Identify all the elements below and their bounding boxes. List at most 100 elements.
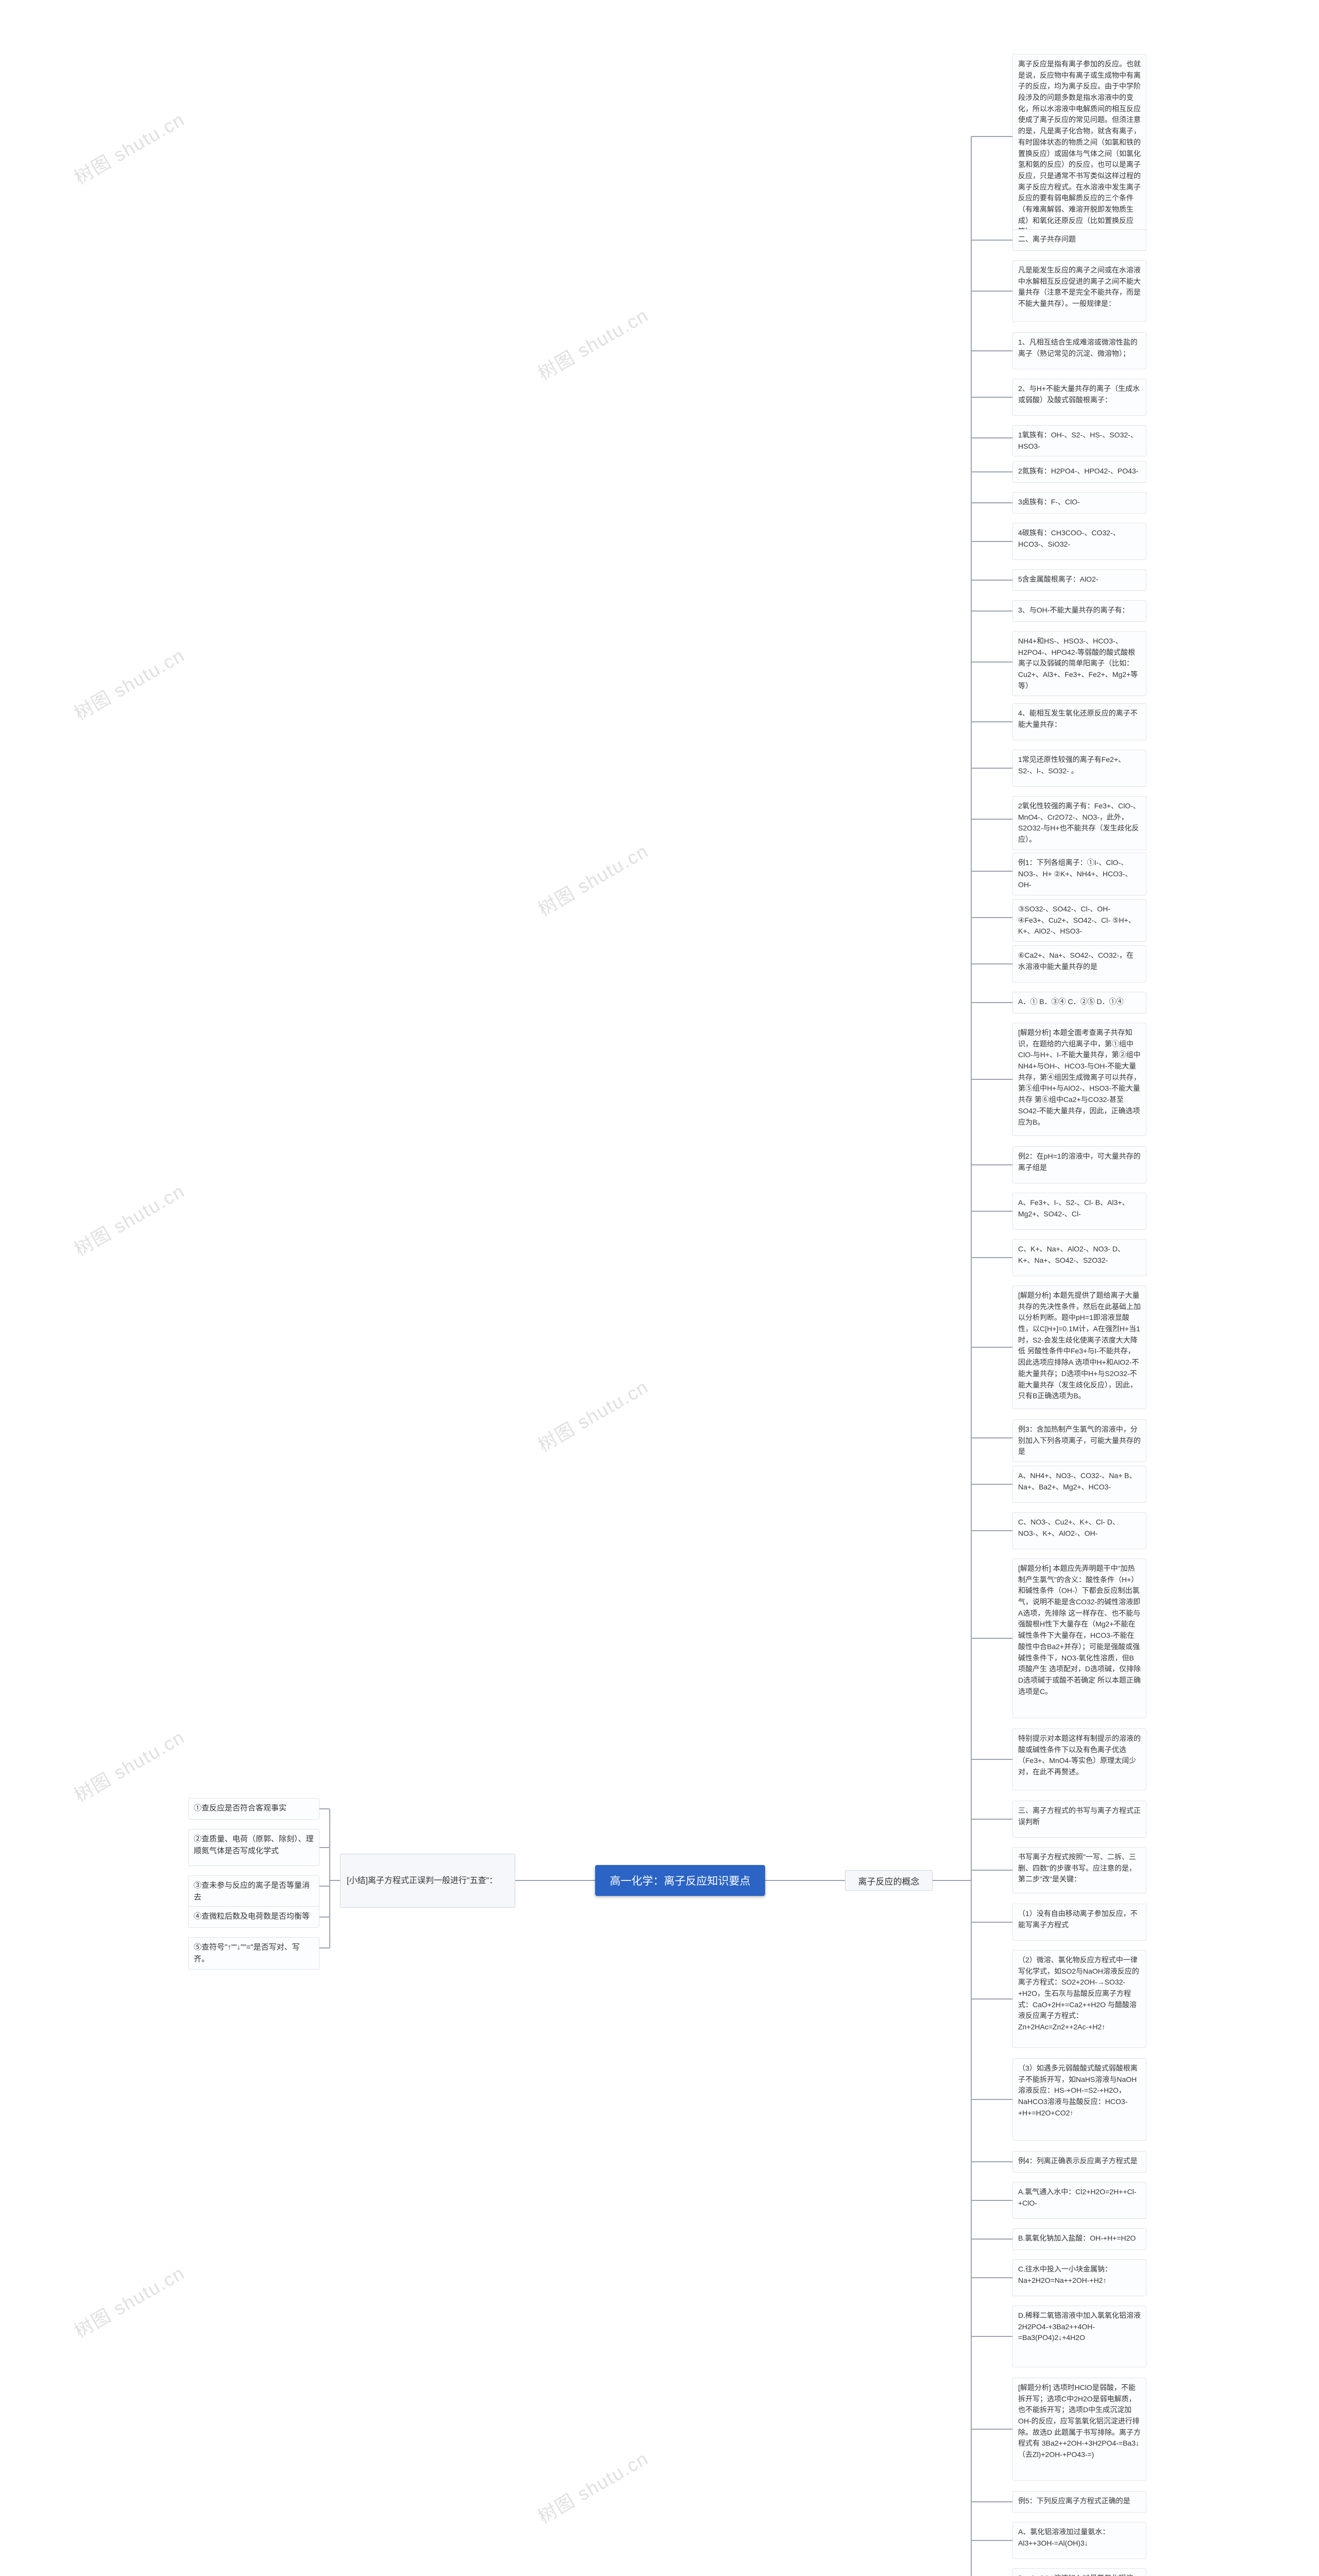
mindmap-stage: 树图 shutu.cn 树图 shutu.cn 树图 shutu.cn 树图 s… — [0, 0, 1319, 2576]
right-leaf-text: （3）如遇多元弱酸酸式酸式弱酸根离子不能拆开写，如NaHS溶液与NaOH溶液反应… — [1018, 2064, 1138, 2117]
right-leaf: 离子反应是指有离子参加的反应。也就是说，反应物中有离子或生成物中有离子的反应，均… — [1012, 54, 1146, 242]
left-leaf: ⑤查符号"↑""↓""="是否写对、写齐。 — [188, 1937, 319, 1970]
right-leaf: C、NO3-、Cu2+、K+、Cl- D、NO3-、K+、AlO2-、OH- — [1012, 1512, 1146, 1549]
right-leaf-text: A．① B．③④ C．②⑤ D．①④ — [1018, 997, 1124, 1006]
right-leaf-text: C、NO3-、Cu2+、K+、Cl- D、NO3-、K+、AlO2-、OH- — [1018, 1518, 1120, 1537]
right-leaf: 2氧化性较强的离子有：Fe3+、ClO-、MnO4-、Cr2O72-、NO3-，… — [1012, 796, 1146, 850]
left-branch-label: [小结]离子方程式正误判一般进行"五查"： — [347, 1875, 497, 1887]
right-leaf: 三、离子方程式的书写与离子方程式正误判断 — [1012, 1801, 1146, 1838]
left-leaf: ④查微粒后数及电荷数是否均衡等 — [188, 1906, 319, 1928]
right-leaf: B、CuSO4溶液加入过量氯氧化钡溶液：Ba2++SO42-=BaSO4↓ — [1012, 2568, 1146, 2576]
connector — [515, 1880, 598, 1881]
watermark: 树图 shutu.cn — [532, 300, 653, 385]
right-leaf-text: 2氧化性较强的离子有：Fe3+、ClO-、MnO4-、Cr2O72-、NO3-，… — [1018, 802, 1140, 843]
root-label: 高一化学：离子反应知识要点 — [610, 1873, 751, 1888]
right-leaf: 3、与OH-不能大量共存的离子有： — [1012, 600, 1146, 622]
right-leaf: 1、凡相互结合生成难溶或微溶性盐的离子（熟记常见的沉淀、微溶物）； — [1012, 332, 1146, 369]
right-leaf: B.氯氧化钠加入盐酸：OH-+H+=H2O — [1012, 2228, 1146, 2250]
right-leaf: A、NH4+、NO3-、CO32-、Na+ B、Na+、Ba2+、Mg2+、HC… — [1012, 1466, 1146, 1503]
right-leaf-text: 1、凡相互结合生成难溶或微溶性盐的离子（熟记常见的沉淀、微溶物）； — [1018, 338, 1138, 358]
right-leaf: 2氮族有：H2PO4-、HPO42-、PO43- — [1012, 461, 1146, 483]
right-leaf: [解题分析] 本题先提供了题给离子大量共存的先决性条件，然后在此基础上加以分析判… — [1012, 1285, 1146, 1409]
right-leaf-text: （2）微溶、氯化物反应方程式中一律写化学式，如SO2与NaOH溶液反应的离子方程… — [1018, 1956, 1139, 2031]
right-leaf-text: A、氯化铝溶液加过量氨水：Al3++3OH-=Al(OH)3↓ — [1018, 2528, 1109, 2547]
watermark: 树图 shutu.cn — [532, 836, 653, 921]
connector-fan-left — [319, 1793, 343, 1968]
right-leaf-text: [解题分析] 本题先提供了题给离子大量共存的先决性条件，然后在此基础上加以分析判… — [1018, 1291, 1141, 1400]
watermark: 树图 shutu.cn — [532, 2444, 653, 2529]
right-leaf: 例3：含加热制产生氯气的溶液中，分别加入下列各项离子，可能大量共存的是 — [1012, 1419, 1146, 1462]
right-leaf-text: 例2：在pH=1的溶液中，可大量共存的离子组是 — [1018, 1152, 1141, 1172]
watermark: 树图 shutu.cn — [69, 640, 189, 725]
right-leaf: 例5：下列反应离子方程式正确的是 — [1012, 2491, 1146, 2513]
watermark: 树图 shutu.cn — [69, 1722, 189, 1807]
left-leaf: ②查质量、电荷（原郭、除刻）、理顺氮气体是否写成化学式 — [188, 1829, 319, 1866]
right-leaf: 例2：在pH=1的溶液中，可大量共存的离子组是 — [1012, 1146, 1146, 1183]
right-leaf-text: 例5：下列反应离子方程式正确的是 — [1018, 2497, 1130, 2505]
right-leaf-text: 2、与H+不能大量共存的离子（生成水或弱酸）及酸式弱酸根离子： — [1018, 384, 1140, 404]
right-leaf-text: B、CuSO4溶液加入过量氯氧化钡溶液：Ba2++SO42-=BaSO4↓ — [1018, 2574, 1133, 2576]
right-leaf: C.往水中投入一小块金属钠：Na+2H2O=Na++2OH-+H2↑ — [1012, 2259, 1146, 2296]
right-leaf: D.稀释二氧铬溶液中加入氯氧化铝溶液2H2PO4-+3Ba2++4OH-=Ba3… — [1012, 2306, 1146, 2367]
right-leaf-text: ⑥Ca2+、Na+、SO42-、CO32-，在水溶液中能大量共存的是 — [1018, 951, 1134, 971]
right-leaf-text: A.氯气通入水中：Cl2+H2O=2H++Cl-+ClO- — [1018, 2188, 1137, 2207]
left-leaf-text: ①查反应是否符合客观事实 — [194, 1804, 286, 1812]
right-leaf-text: [解题分析] 选项时HClO是弱酸，不能拆开写；选项C中2H2O是弱电解质，也不… — [1018, 2383, 1141, 2459]
right-leaf: 1常见还原性较强的离子有Fe2+、S2-、I-、SO32- 。 — [1012, 750, 1146, 787]
left-leaf-text: ②查质量、电荷（原郭、除刻）、理顺氮气体是否写成化学式 — [194, 1835, 314, 1855]
right-leaf-text: 凡是能发生反应的离子之间或在水溶液中水解相互反应促进的离子之间不能大量共存（注意… — [1018, 266, 1141, 308]
watermark: 树图 shutu.cn — [532, 1372, 653, 1457]
connector-fan-right — [933, 52, 1015, 2576]
right-leaf: （1）没有自由移动离子参加反应，不能写离子方程式 — [1012, 1904, 1146, 1941]
right-leaf-text: A、Fe3+、I-、S2-、Cl- B、Al3+、Mg2+、SO42-、Cl- — [1018, 1198, 1129, 1218]
right-leaf-text: 4碳族有：CH3COO-、CO32-、HCO3-、SiO32- — [1018, 529, 1120, 548]
right-leaf-text: 3、与OH-不能大量共存的离子有： — [1018, 606, 1129, 614]
right-leaf-text: 1常见还原性较强的离子有Fe2+、S2-、I-、SO32- 。 — [1018, 755, 1125, 775]
right-leaf: （3）如遇多元弱酸酸式酸式弱酸根离子不能拆开写，如NaHS溶液与NaOH溶液反应… — [1012, 2058, 1146, 2141]
right-leaf-text: 4、能相互发生氧化还原反应的离子不能大量共存： — [1018, 709, 1138, 728]
watermark: 树图 shutu.cn — [69, 105, 189, 190]
right-leaf-text: ③SO32-、SO42-、Cl-、OH- ④Fe3+、Cu2+、SO42-、Cl… — [1018, 905, 1136, 935]
root-node: 高一化学：离子反应知识要点 — [595, 1865, 765, 1896]
right-leaf: [解题分析] 本题全面考查离子共存知识，在题给的六组离子中，第①组中ClO-与H… — [1012, 1023, 1146, 1136]
right-leaf: 4碳族有：CH3COO-、CO32-、HCO3-、SiO32- — [1012, 523, 1146, 560]
right-leaf-text: B.氯氧化钠加入盐酸：OH-+H+=H2O — [1018, 2234, 1136, 2242]
watermark: 树图 shutu.cn — [69, 1176, 189, 1261]
right-leaf-text: 离子反应是指有离子参加的反应。也就是说，反应物中有离子或生成物中有离子的反应，均… — [1018, 60, 1141, 235]
right-leaf: 4、能相互发生氧化还原反应的离子不能大量共存： — [1012, 703, 1146, 740]
right-leaf: A．① B．③④ C．②⑤ D．①④ — [1012, 992, 1146, 1013]
right-leaf: 2、与H+不能大量共存的离子（生成水或弱酸）及酸式弱酸根离子： — [1012, 379, 1146, 416]
right-leaf: 5含金属酸根离子：AlO2- — [1012, 569, 1146, 591]
right-leaf: 凡是能发生反应的离子之间或在水溶液中水解相互反应促进的离子之间不能大量共存（注意… — [1012, 260, 1146, 322]
right-leaf: 例1：下列各组离子：①I-、ClO-、NO3-、H+ ②K+、NH4+、HCO3… — [1012, 853, 1146, 895]
right-leaf-text: 5含金属酸根离子：AlO2- — [1018, 575, 1098, 583]
right-leaf: 二、离子共存问题 — [1012, 229, 1146, 251]
right-leaf-text: 书写离子方程式按照"一写、二拆、三删、四数"的步骤书写。应注意的是，第二步"改"… — [1018, 1853, 1136, 1883]
right-leaf-text: 例1：下列各组离子：①I-、ClO-、NO3-、H+ ②K+、NH4+、HCO3… — [1018, 858, 1132, 889]
right-leaf: 3卤族有：F-、ClO- — [1012, 492, 1146, 514]
right-leaf-text: （1）没有自由移动离子参加反应，不能写离子方程式 — [1018, 1909, 1138, 1929]
left-leaf: ③查未参与反应的离子是否等量消去 — [188, 1875, 319, 1908]
right-leaf: 书写离子方程式按照"一写、二拆、三删、四数"的步骤书写。应注意的是，第二步"改"… — [1012, 1847, 1146, 1893]
right-leaf: A、氯化铝溶液加过量氨水：Al3++3OH-=Al(OH)3↓ — [1012, 2522, 1146, 2559]
left-leaf-text: ③查未参与反应的离子是否等量消去 — [194, 1881, 310, 1902]
right-leaf-text: 特别提示对本题这样有制提示的溶液的酸或碱性条件下以及有色离子优选（Fe3+、Mn… — [1018, 1734, 1141, 1776]
right-branch-node: 离子反应的概念 — [845, 1870, 933, 1891]
right-leaf: A.氯气通入水中：Cl2+H2O=2H++Cl-+ClO- — [1012, 2182, 1146, 2219]
right-leaf: [解题分析] 本题应先弄明题干中"加热制产生氯气"的含义：酸性条件（H+）和碱性… — [1012, 1558, 1146, 1718]
right-leaf: A、Fe3+、I-、S2-、Cl- B、Al3+、Mg2+、SO42-、Cl- — [1012, 1193, 1146, 1230]
right-leaf-text: C.往水中投入一小块金属钠：Na+2H2O=Na++2OH-+H2↑ — [1018, 2265, 1112, 2284]
right-leaf: 特别提示对本题这样有制提示的溶液的酸或碱性条件下以及有色离子优选（Fe3+、Mn… — [1012, 1728, 1146, 1790]
right-leaf-text: [解题分析] 本题应先弄明题干中"加热制产生氯气"的含义：酸性条件（H+）和碱性… — [1018, 1564, 1141, 1696]
left-leaf-text: ④查微粒后数及电荷数是否均衡等 — [194, 1912, 310, 1921]
right-leaf: C、K+、Na+、AlO2-、NO3- D、K+、Na+、SO42-、S2O32… — [1012, 1239, 1146, 1276]
right-leaf-text: 例3：含加热制产生氯气的溶液中，分别加入下列各项离子，可能大量共存的是 — [1018, 1425, 1141, 1455]
right-leaf-text: D.稀释二氧铬溶液中加入氯氧化铝溶液2H2PO4-+3Ba2++4OH-=Ba3… — [1018, 2311, 1141, 2342]
right-leaf-text: C、K+、Na+、AlO2-、NO3- D、K+、Na+、SO42-、S2O32… — [1018, 1245, 1125, 1264]
right-leaf-text: 2氮族有：H2PO4-、HPO42-、PO43- — [1018, 467, 1138, 475]
left-leaf: ①查反应是否符合客观事实 — [188, 1798, 319, 1820]
right-leaf-text: A、NH4+、NO3-、CO32-、Na+ B、Na+、Ba2+、Mg2+、HC… — [1018, 1471, 1137, 1491]
right-leaf-text: 1氧族有：OH-、S2-、HS-、SO32-、HSO3- — [1018, 431, 1138, 450]
right-leaf-text: [解题分析] 本题全面考查离子共存知识，在题给的六组离子中，第①组中ClO-与H… — [1018, 1028, 1141, 1126]
right-branch-label: 离子反应的概念 — [858, 1874, 920, 1887]
